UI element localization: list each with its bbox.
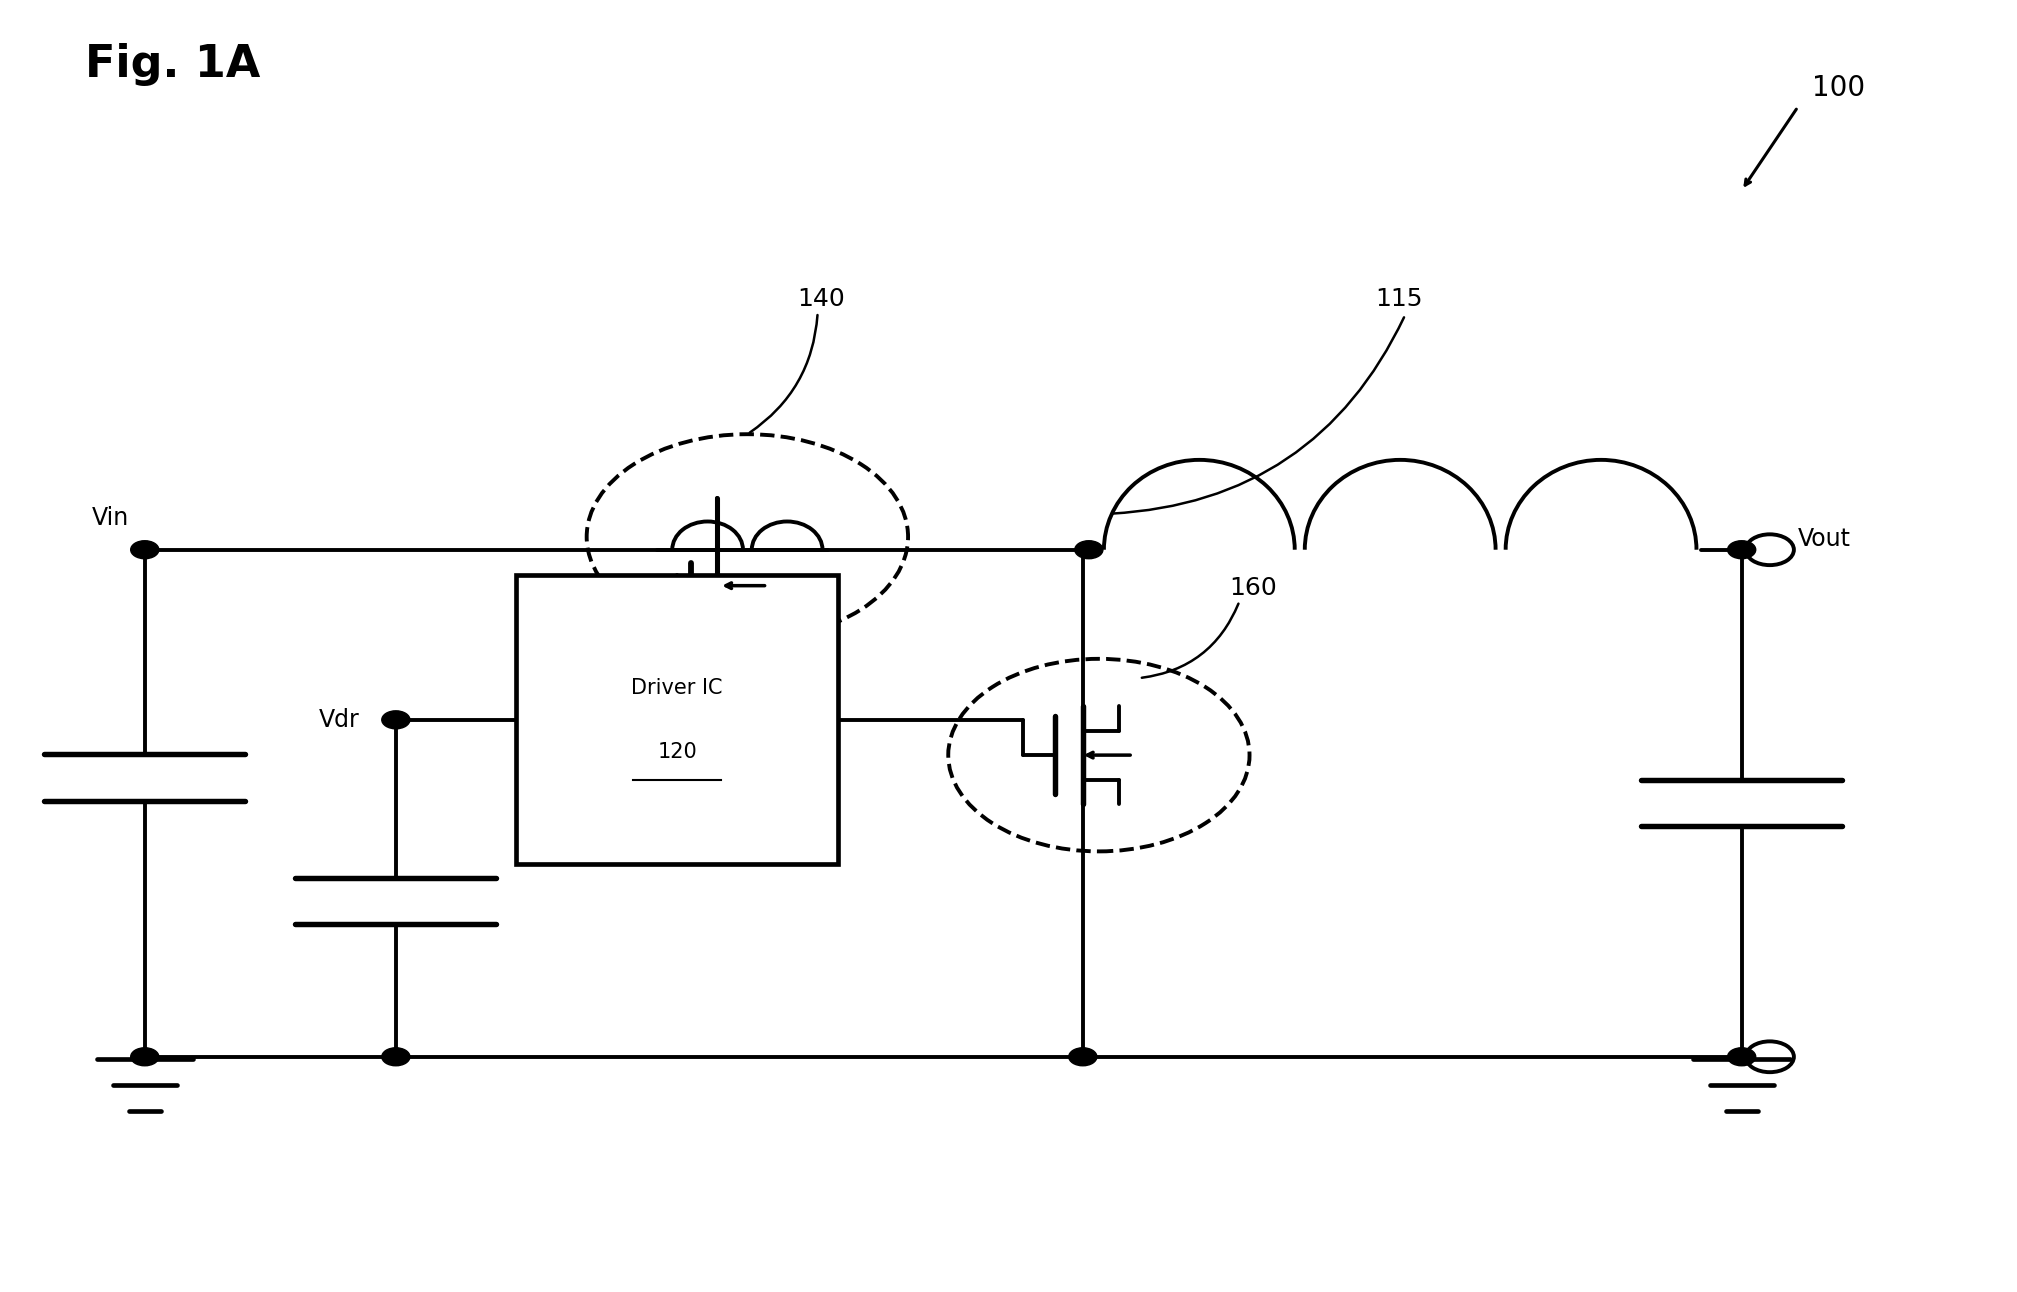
- Text: Vout: Vout: [1797, 527, 1852, 552]
- Text: 115: 115: [1376, 287, 1422, 311]
- Circle shape: [1729, 1048, 1755, 1066]
- Circle shape: [1075, 541, 1103, 558]
- Text: Driver IC: Driver IC: [631, 678, 722, 698]
- Circle shape: [1069, 1048, 1097, 1066]
- Text: 100: 100: [1811, 74, 1866, 102]
- Text: Vdr: Vdr: [319, 708, 359, 731]
- Circle shape: [1729, 541, 1755, 558]
- Text: 140: 140: [797, 287, 845, 311]
- Text: Fig. 1A: Fig. 1A: [85, 43, 260, 85]
- Circle shape: [131, 1048, 159, 1066]
- Circle shape: [381, 711, 409, 729]
- Text: Vin: Vin: [91, 505, 129, 530]
- Circle shape: [381, 1048, 409, 1066]
- Bar: [516, 575, 837, 864]
- Circle shape: [131, 541, 159, 558]
- Text: 120: 120: [658, 742, 698, 762]
- Text: 160: 160: [1230, 576, 1277, 601]
